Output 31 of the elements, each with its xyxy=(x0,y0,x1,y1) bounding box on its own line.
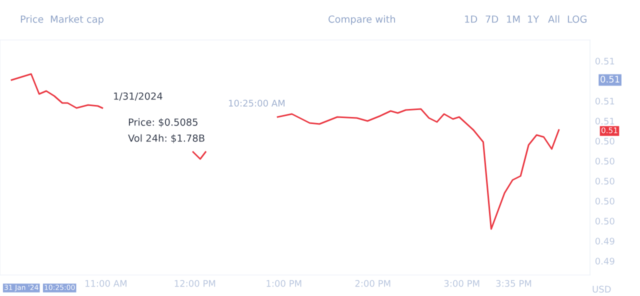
y-tick-label: 0.50 xyxy=(595,178,614,185)
text: 1Y xyxy=(528,16,540,23)
y-tick-label: 0.50 xyxy=(595,158,614,165)
annotation: 1/31/2024 xyxy=(114,92,162,101)
annotation: Price: $0.5085 xyxy=(128,118,198,128)
text: Price xyxy=(20,15,44,23)
text: 1D xyxy=(465,16,478,23)
y-tick-label: 0.49 xyxy=(595,238,614,245)
text: 1M xyxy=(507,16,520,23)
annotation: 10:25:00 AM xyxy=(228,100,284,107)
y-tick-label: 0.51 xyxy=(595,118,614,125)
y-tick-label: 0.50 xyxy=(595,138,614,145)
y-tick-label: 0.51 xyxy=(595,98,614,105)
annotation: Vol 24h: $1.78B xyxy=(128,134,204,144)
x-tick-label: 12:00 PM xyxy=(174,280,216,287)
x-tick-label: 3:35 PM xyxy=(496,280,532,287)
text: Market cap xyxy=(50,15,104,25)
text: LOG xyxy=(568,15,586,23)
text: All xyxy=(548,15,560,23)
x-tick-label: 1:00 PM xyxy=(266,280,302,287)
x-tick-label: 3:00 PM xyxy=(444,280,480,287)
y-tick-label: 0.51 xyxy=(595,58,614,65)
text: Compare with xyxy=(328,15,395,25)
y-tick-label: 0.49 xyxy=(595,258,614,265)
text: 7D xyxy=(486,16,498,23)
y-tick-label: 0.50 xyxy=(595,198,614,205)
text: USD xyxy=(592,286,611,293)
x-tick-label: 11:00 AM xyxy=(85,280,126,287)
text: 0.51 xyxy=(600,76,620,83)
y-tick-label: 0.50 xyxy=(595,218,614,225)
x-tick-label: 2:00 PM xyxy=(355,280,390,287)
